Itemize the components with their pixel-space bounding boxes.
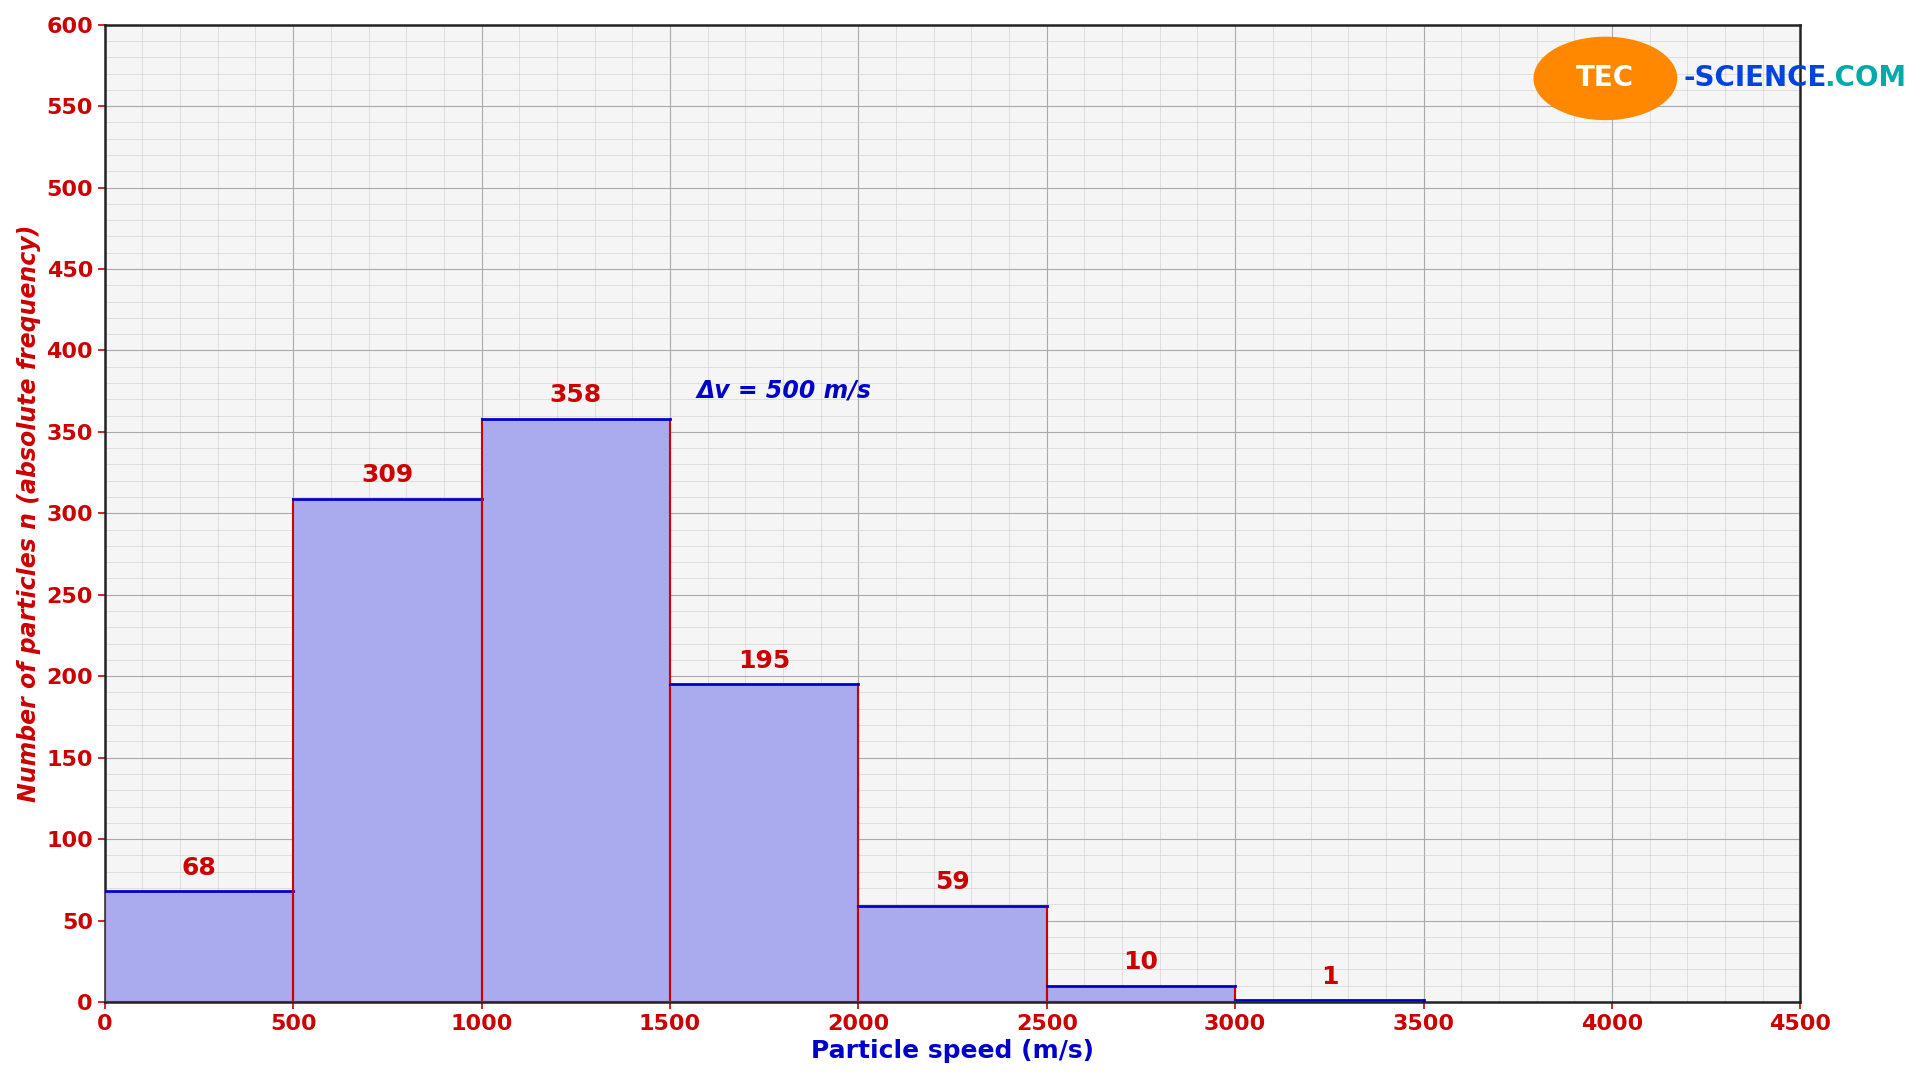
Bar — [670, 685, 858, 1002]
Text: 10: 10 — [1123, 950, 1158, 974]
Text: 358: 358 — [549, 383, 601, 407]
Bar — [1046, 986, 1235, 1002]
Text: 309: 309 — [361, 463, 413, 487]
Y-axis label: Number of particles n (absolute frequency): Number of particles n (absolute frequenc… — [17, 225, 40, 802]
Bar — [858, 906, 1046, 1002]
Text: Δv = 500 m/s: Δv = 500 m/s — [697, 379, 872, 403]
Bar — [1235, 1000, 1423, 1002]
Text: .COM: .COM — [1824, 65, 1907, 93]
Bar — [482, 419, 670, 1002]
Text: 195: 195 — [737, 649, 791, 673]
Bar — [294, 499, 482, 1002]
Circle shape — [1534, 38, 1676, 120]
X-axis label: Particle speed (m/s): Particle speed (m/s) — [810, 1039, 1094, 1064]
Text: -SCIENCE: -SCIENCE — [1684, 65, 1826, 93]
Text: 68: 68 — [182, 855, 217, 880]
Text: 1: 1 — [1321, 964, 1338, 989]
Text: 59: 59 — [935, 870, 970, 894]
Bar — [106, 891, 294, 1002]
Text: TEC: TEC — [1576, 65, 1634, 93]
